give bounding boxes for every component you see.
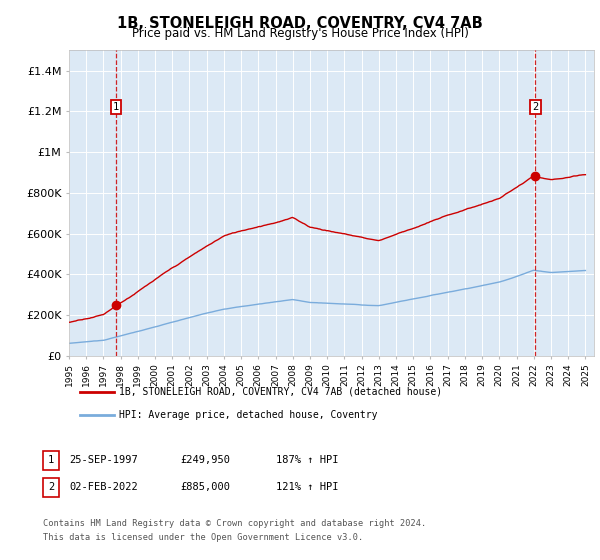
Text: 1: 1 <box>48 455 54 465</box>
Text: 2: 2 <box>532 102 538 113</box>
Text: 02-FEB-2022: 02-FEB-2022 <box>69 482 138 492</box>
Text: Price paid vs. HM Land Registry's House Price Index (HPI): Price paid vs. HM Land Registry's House … <box>131 27 469 40</box>
Text: HPI: Average price, detached house, Coventry: HPI: Average price, detached house, Cove… <box>119 410 377 420</box>
Text: 1: 1 <box>113 102 119 113</box>
Text: This data is licensed under the Open Government Licence v3.0.: This data is licensed under the Open Gov… <box>43 533 364 542</box>
Text: 121% ↑ HPI: 121% ↑ HPI <box>276 482 338 492</box>
Text: 25-SEP-1997: 25-SEP-1997 <box>69 455 138 465</box>
Text: £249,950: £249,950 <box>180 455 230 465</box>
Text: Contains HM Land Registry data © Crown copyright and database right 2024.: Contains HM Land Registry data © Crown c… <box>43 519 427 528</box>
Text: £885,000: £885,000 <box>180 482 230 492</box>
Text: 187% ↑ HPI: 187% ↑ HPI <box>276 455 338 465</box>
Text: 1B, STONELEIGH ROAD, COVENTRY, CV4 7AB (detached house): 1B, STONELEIGH ROAD, COVENTRY, CV4 7AB (… <box>119 386 442 396</box>
Text: 2: 2 <box>48 482 54 492</box>
Text: 1B, STONELEIGH ROAD, COVENTRY, CV4 7AB: 1B, STONELEIGH ROAD, COVENTRY, CV4 7AB <box>117 16 483 31</box>
